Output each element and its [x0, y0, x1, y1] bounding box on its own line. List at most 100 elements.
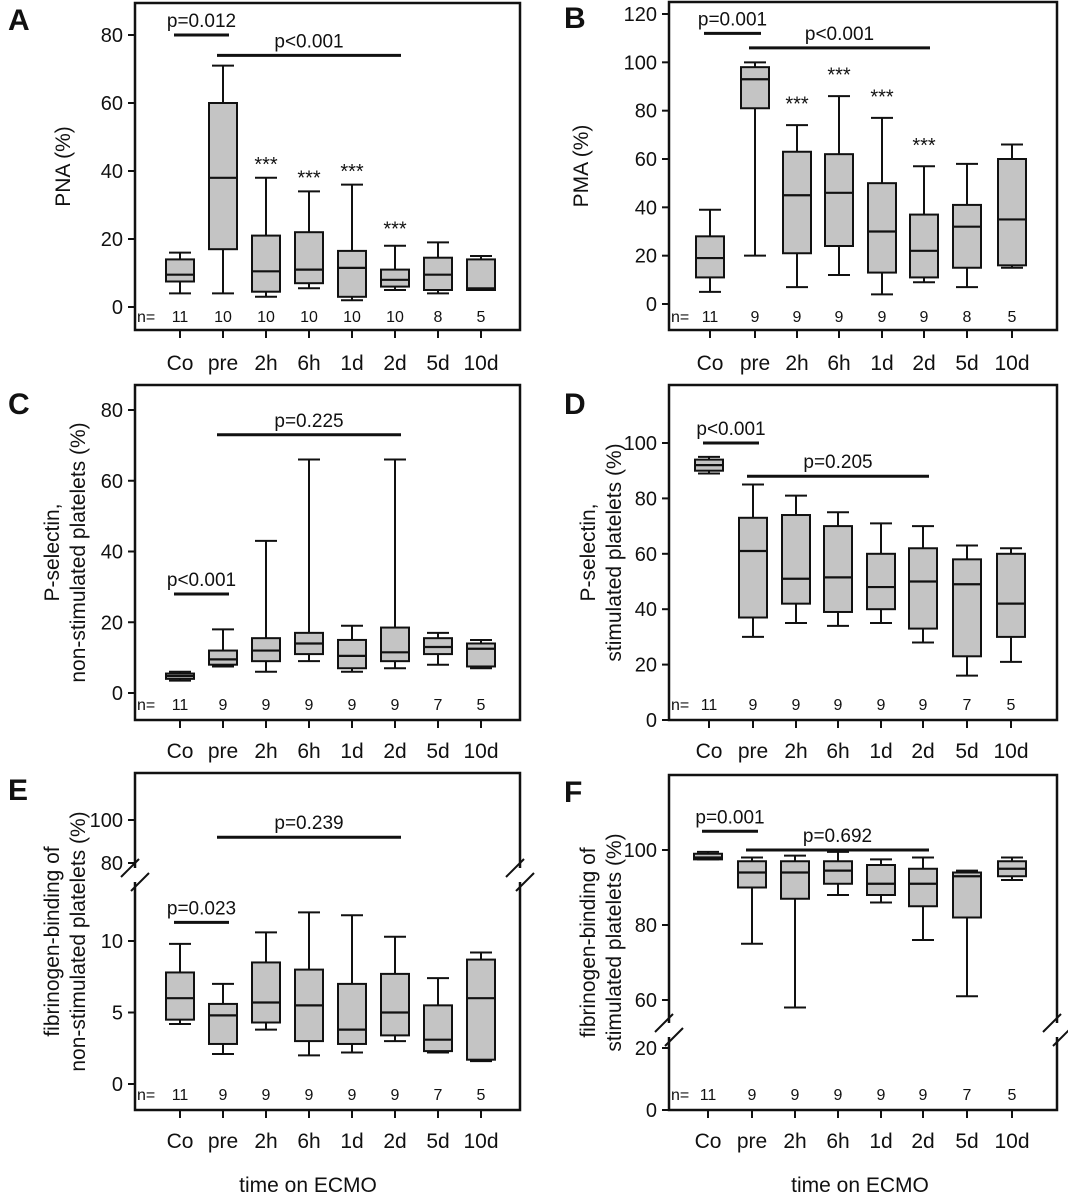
y-tick-label: 0: [112, 683, 123, 705]
significance-stars: ***: [297, 168, 321, 190]
n-count: 5: [1008, 1087, 1017, 1104]
iqr-box: [423, 1004, 453, 1053]
x-tick-label: 5d: [955, 740, 978, 763]
plot-frame: [667, 0, 1059, 332]
y-tick-label: 40: [635, 197, 657, 219]
iqr-box: [782, 150, 812, 255]
significance-stars: ***: [340, 161, 364, 183]
x-tick-label: Co: [696, 740, 723, 763]
box-5d: [952, 869, 982, 998]
y-tick-label: 80: [635, 915, 657, 937]
n-prefix: n=: [671, 1087, 689, 1104]
p-value-label: p=0.205: [803, 452, 872, 473]
box-Co: [165, 942, 195, 1025]
box-1d: [866, 522, 896, 625]
n-count: 9: [919, 1087, 928, 1104]
iqr-box: [380, 972, 410, 1037]
y-axis-label: stimulated platelets (%): [603, 443, 626, 661]
axis-break-mark: [1052, 1029, 1068, 1047]
n-count: 9: [835, 309, 844, 326]
x-tick-label: 1d: [340, 352, 363, 375]
y-tick-label: 20: [635, 246, 657, 268]
axis-break-gap: [655, 1023, 683, 1037]
iqr-box: [380, 268, 410, 288]
box-1d: [867, 116, 897, 296]
significance-stars: ***: [827, 65, 851, 87]
n-count: 11: [172, 1087, 189, 1104]
n-count: 9: [305, 697, 314, 714]
iqr-box: [251, 234, 281, 293]
n-count: 5: [477, 1087, 486, 1104]
n-count: 9: [793, 309, 802, 326]
n-count: 9: [348, 1087, 357, 1104]
box-10d: [466, 638, 496, 670]
y-axis-label: fibrinogen-binding of: [577, 847, 600, 1037]
x-tick-label: 6h: [826, 1130, 849, 1153]
box-Co: [165, 251, 195, 295]
panel-letter: A: [8, 4, 30, 37]
n-count: 5: [1007, 697, 1016, 714]
x-tick-label: Co: [695, 1130, 722, 1153]
y-tick-label: 40: [101, 542, 123, 564]
box-10d: [466, 951, 496, 1063]
axis-break-mark: [515, 872, 535, 892]
x-tick-label: 6h: [297, 740, 320, 763]
n-count: 9: [391, 697, 400, 714]
x-tick-label: 6h: [297, 1130, 320, 1153]
x-tick-label: 6h: [827, 352, 850, 375]
x-tick-label: 5d: [426, 740, 449, 763]
panel-letter: E: [8, 774, 28, 807]
x-tick-label: 1d: [869, 740, 892, 763]
iqr-box: [997, 158, 1027, 267]
y-tick-label: 0: [646, 710, 657, 732]
p-value-label: p=0.225: [274, 411, 343, 432]
p-value-label: p=0.692: [803, 826, 872, 847]
box-6h: [823, 511, 853, 627]
plot-frame: [667, 773, 1059, 1112]
x-tick-label: 10d: [463, 1130, 498, 1153]
box-10d: [997, 143, 1027, 269]
box-1d: [866, 858, 896, 904]
y-axis-label: P-selectin,: [41, 503, 64, 601]
panel-letter: D: [564, 388, 586, 421]
y-tick-label: 40: [101, 161, 123, 183]
box-6h: [824, 95, 854, 276]
box-5d: [952, 162, 982, 289]
x-tick-label: pre: [208, 740, 238, 763]
y-tick-label: 40: [635, 599, 657, 621]
x-tick-label: 2h: [783, 1130, 806, 1153]
box-1d: [337, 624, 367, 673]
p-value-label: p=0.001: [695, 807, 764, 828]
n-prefix: n=: [671, 309, 689, 326]
iqr-box: [337, 249, 367, 298]
y-tick-label: 10: [101, 931, 123, 953]
box-2h: [780, 854, 810, 1009]
iqr-box: [466, 958, 496, 1061]
y-tick-label: 100: [624, 433, 657, 455]
n-count: 11: [702, 309, 719, 326]
p-value-label: p<0.001: [274, 31, 343, 52]
iqr-box: [952, 871, 982, 919]
x-tick-label: Co: [697, 352, 724, 375]
x-tick-label: 5d: [426, 352, 449, 375]
n-count: 9: [219, 1087, 228, 1104]
axis-break-mark: [654, 1013, 674, 1033]
p-value-label: p=0.023: [167, 898, 236, 919]
n-count: 11: [701, 697, 718, 714]
iqr-box: [208, 102, 238, 251]
x-tick-label: pre: [740, 352, 770, 375]
n-count: 7: [963, 697, 972, 714]
x-tick-label: 2d: [912, 352, 935, 375]
box-pre: [738, 483, 768, 638]
p-value-label: p=0.001: [698, 9, 767, 30]
n-count: 9: [391, 1087, 400, 1104]
x-tick-label: 2h: [254, 352, 277, 375]
axis-break-mark: [120, 858, 140, 878]
iqr-box: [824, 153, 854, 248]
n-count: 11: [172, 309, 189, 326]
box-5d: [423, 241, 453, 295]
x-tick-label: 1d: [340, 740, 363, 763]
y-axis-label: non-stimulated platelets (%): [67, 811, 90, 1071]
iqr-box: [866, 552, 896, 611]
box-Co: [695, 208, 725, 293]
